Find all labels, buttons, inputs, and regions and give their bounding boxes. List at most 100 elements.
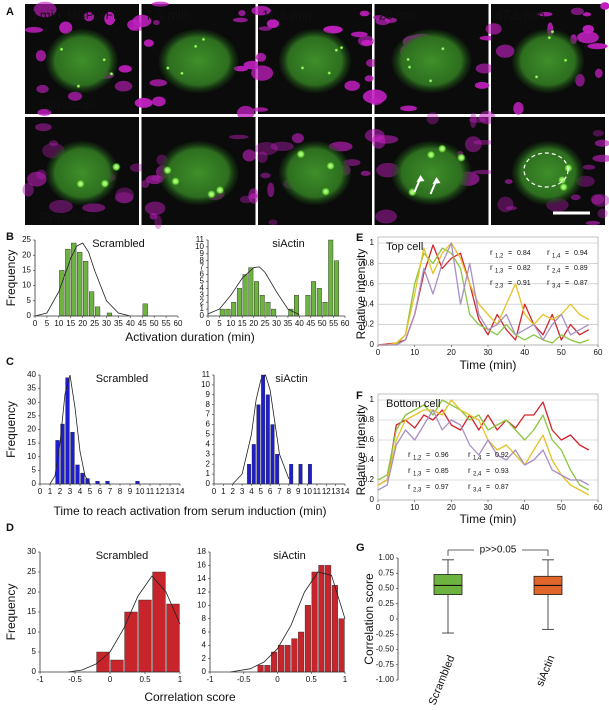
y-tick-label: 25: [27, 567, 36, 576]
annotation-subscript: 2,3: [495, 284, 504, 290]
bar: [256, 404, 261, 485]
bar: [124, 611, 138, 673]
actin-signal: [513, 102, 524, 115]
channel-label: Cy5 siActin: [40, 100, 95, 112]
actin-signal: [592, 130, 604, 137]
annotation-value: 0.87: [495, 484, 509, 491]
y-tick-label: 15: [27, 438, 36, 447]
actin-signal: [24, 26, 44, 33]
annotation-symbol: r: [490, 278, 493, 287]
fit-curve: [230, 571, 346, 673]
annotation-sign: =: [426, 468, 430, 475]
annotation-subscript: 2,4: [473, 472, 482, 478]
annotation-sign: =: [486, 468, 490, 475]
series-line: [378, 242, 590, 346]
box: [433, 574, 463, 595]
annotation-subscript: 1,2: [413, 456, 422, 462]
fit-curve: [49, 374, 91, 485]
y-tick-label: 20: [27, 587, 36, 596]
annotation-subscript: 3,4: [473, 488, 482, 494]
bar: [70, 432, 75, 485]
bar: [254, 281, 259, 317]
transcription-spot: [165, 66, 170, 71]
series-line: [378, 247, 590, 346]
x-tick-label: 5: [88, 487, 93, 496]
bar: [333, 260, 339, 317]
actin-signal: [236, 105, 255, 120]
x-tick-label: 14: [176, 487, 185, 496]
x-tick-label: 55: [162, 319, 171, 328]
x-tick-label: 12: [156, 487, 165, 496]
x-tick-label: 6: [98, 487, 103, 496]
actin-signal: [585, 220, 601, 226]
y-tick-label: 20: [22, 250, 31, 259]
y-tick-label: -0.75: [376, 660, 395, 669]
x-tick-label: 0: [206, 319, 211, 328]
actin-signal: [344, 80, 360, 91]
bar: [94, 306, 101, 317]
x-tick-label: 40: [520, 348, 529, 357]
bar: [110, 659, 124, 673]
annotation-value: 0.89: [574, 265, 588, 272]
bar: [219, 308, 225, 317]
actin-signal: [242, 149, 256, 162]
actin-signal: [497, 196, 514, 213]
bar: [325, 565, 332, 673]
transcription-spot: [456, 153, 466, 163]
y-tick-label: 2: [206, 459, 211, 468]
actin-signal: [570, 7, 584, 16]
y-tick-label: 1: [370, 395, 375, 404]
x-tick-label: 30: [484, 503, 493, 512]
y-tick-label: 40: [27, 370, 36, 379]
actin-signal: [591, 194, 609, 207]
x-axis-label: Time (min): [460, 512, 517, 526]
x-tick-label: 60: [341, 319, 350, 328]
x-tick-label: 8: [118, 487, 123, 496]
chart-title: Bottom cell: [386, 398, 440, 410]
actin-signal: [59, 21, 73, 34]
y-tick-label: 14: [197, 574, 206, 583]
bar: [316, 288, 322, 317]
annotation-sign: =: [426, 484, 430, 491]
x-tick-label: 50: [318, 319, 327, 328]
fit-curve: [67, 575, 181, 673]
x-tick-label: 15: [238, 319, 247, 328]
x-tick-label: 50: [557, 348, 566, 357]
category-label: siActin: [534, 654, 557, 689]
actin-signal: [153, 20, 160, 26]
transcription-spot: [206, 189, 216, 199]
actin-signal: [132, 14, 152, 28]
annotation-symbol: r: [547, 248, 550, 257]
y-tick-label: 0.8: [363, 259, 375, 268]
annotation-symbol: r: [547, 263, 550, 272]
x-tick-label: 1: [178, 675, 183, 684]
bar: [65, 377, 70, 485]
x-tick-label: 10: [410, 348, 419, 357]
panel-letter: A: [6, 6, 14, 18]
y-tick-label: 0: [200, 311, 205, 320]
transcription-spot: [339, 45, 344, 50]
transcription-spot: [193, 44, 198, 49]
actin-signal: [27, 171, 47, 187]
annotation-subscript: 3,4: [552, 284, 561, 290]
panel-letter: F: [356, 390, 363, 402]
chart-title: siActin: [275, 373, 307, 385]
x-tick-label: 0: [38, 487, 43, 496]
annotation-symbol: r: [408, 482, 411, 491]
chart-title: Scrambled: [96, 373, 149, 385]
annotation-value: 0.94: [574, 250, 588, 257]
actin-signal: [104, 11, 116, 26]
x-tick-label: 2: [230, 487, 235, 496]
chart-title: siActin: [272, 238, 304, 250]
y-tick-label: 30: [27, 397, 36, 406]
x-tick-label: 60: [174, 319, 183, 328]
actin-signal: [152, 96, 166, 107]
y-tick-label: 11: [196, 235, 205, 244]
bar: [311, 571, 318, 673]
transcription-spot: [215, 185, 225, 195]
actin-signal: [114, 192, 134, 204]
y-tick-label: 0: [390, 614, 395, 623]
x-tick-label: 0: [33, 319, 38, 328]
annotation-subscript: 2,3: [413, 488, 422, 494]
x-tick-label: 10: [410, 503, 419, 512]
